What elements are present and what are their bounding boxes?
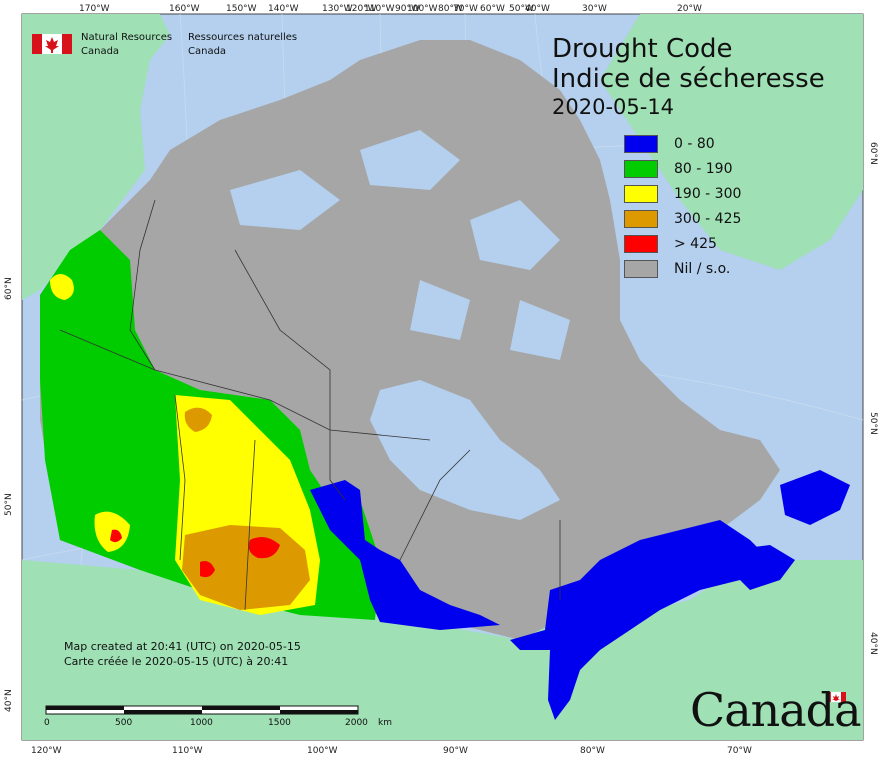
region-over-425 [110,529,280,578]
scale-tick-label: 0 [44,718,50,728]
scale-tick-label: 500 [115,718,133,728]
lon-label-top: 170°W [79,4,110,14]
lon-label-top: 90°W [395,4,420,14]
scale-bar [45,705,359,715]
region-0-80 [310,470,850,720]
legend-item: > 425 [624,234,717,254]
legend-item: 300 - 425 [624,209,741,229]
lon-label-top: 110°W [364,4,395,14]
legend-label: 80 - 190 [674,161,733,177]
legend-label: Nil / s.o. [674,261,731,277]
lon-label-bottom: 70°W [727,746,752,756]
wordmark-flag-icon [826,691,846,703]
lon-label-top: 50°W [509,4,534,14]
lon-label-top: 30°W [582,4,607,14]
legend-item: 0 - 80 [624,134,715,154]
lat-label-right: 40°N [868,632,878,655]
legend-label: 0 - 80 [674,136,715,152]
legend-label: 300 - 425 [674,211,742,227]
lon-label-top: 20°W [677,4,702,14]
lon-label-top: 60°W [480,4,505,14]
scale-tick-label: 1000 [190,718,213,728]
legend-label: > 425 [674,236,717,252]
lat-label-left: 40°N [4,689,14,712]
legend-swatch [624,185,658,203]
credit-line-fr: Carte créée le 2020-05-15 (UTC) à 20:41 [64,655,289,668]
lon-label-bottom: 100°W [307,746,338,756]
legend-item: 190 - 300 [624,184,741,204]
agency-fr-line2: Canada [188,46,227,57]
lon-label-bottom: 110°W [172,746,203,756]
legend-swatch [624,135,658,153]
legend-swatch [624,235,658,253]
legend-swatch [624,260,658,278]
lon-label-bottom: 90°W [443,746,468,756]
arctic-channels [230,130,570,360]
map-date: 2020-05-14 [552,95,675,119]
lon-label-top: 120°W [346,4,377,14]
lon-label-bottom: 120°W [31,746,62,756]
lat-label-right: 50°N [868,412,878,435]
lon-label-top: 130°W [322,4,353,14]
agency-name-fr: Ressources naturelles Canada [188,31,297,59]
legend-swatch [624,160,658,178]
region-300-425-north [184,407,212,432]
agency-en-line2: Canada [81,46,120,57]
lon-label-top: 40°W [525,4,550,14]
lon-label-top: 80°W [438,4,463,14]
legend-swatch [624,210,658,228]
agency-en-line1: Natural Resources [81,32,173,43]
canada-flag-icon [32,34,72,54]
scale-tick-label: 1500 [268,718,291,728]
scale-tick-label: 2000 [345,718,368,728]
lat-label-right: 60°N [868,142,878,165]
lon-label-top: 100°W [407,4,438,14]
legend-item: Nil / s.o. [624,259,730,279]
map-credit: Map created at 20:41 (UTC) on 2020-05-15… [64,639,301,669]
lon-label-top: 140°W [268,4,299,14]
hudson-bay [370,380,560,520]
map-title-en: Drought Code [552,34,733,64]
provincial-borders [59,199,561,611]
agency-fr-line1: Ressources naturelles [188,32,298,43]
region-190-300-nw [50,274,74,300]
scale-unit: km [378,718,392,728]
lon-label-bottom: 80°W [580,746,605,756]
canada-wordmark: Canada [690,683,862,737]
legend-item: 80 - 190 [624,159,733,179]
credit-line-en: Map created at 20:41 (UTC) on 2020-05-15 [64,640,301,653]
lon-label-top: 160°W [169,4,200,14]
legend-label: 190 - 300 [674,186,742,202]
map-title-fr: Indice de sécheresse [552,64,825,94]
lon-label-top: 70°W [453,4,478,14]
agency-name-en: Natural Resources Canada [81,31,172,59]
lon-label-top: 150°W [226,4,257,14]
lat-label-left: 50°N [4,493,14,516]
lat-label-left: 60°N [4,277,14,300]
